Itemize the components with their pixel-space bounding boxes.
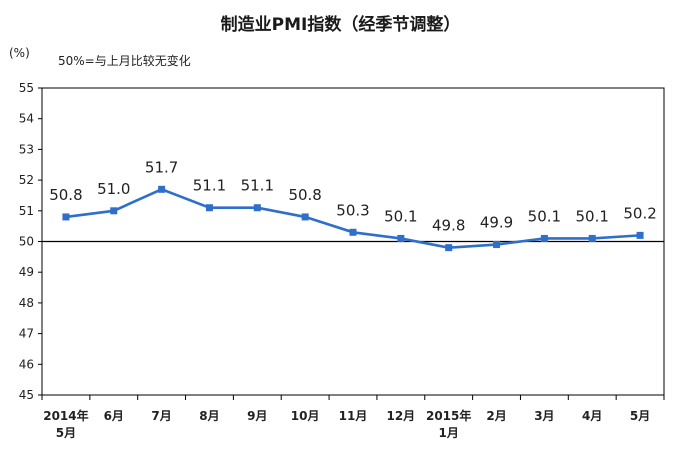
y-axis-unit: (%): [9, 46, 30, 60]
y-tick-label: 46: [19, 357, 34, 371]
x-tick-label: 11月: [339, 409, 368, 423]
x-tick-label: 5月: [56, 426, 76, 440]
y-tick-label: 49: [19, 265, 34, 279]
y-tick-label: 54: [19, 112, 34, 126]
x-tick-label: 12月: [386, 409, 415, 423]
y-tick-label: 45: [19, 388, 34, 402]
data-label: 50.1: [384, 207, 417, 225]
data-label: 50.8: [288, 186, 321, 204]
x-tick-label: 2014年: [43, 408, 88, 423]
data-label: 50.1: [576, 207, 609, 225]
data-point: [397, 234, 405, 242]
data-label: 51.0: [97, 180, 130, 198]
x-tick-label: 8月: [199, 409, 219, 423]
data-point: [636, 231, 644, 239]
y-tick-label: 48: [19, 296, 34, 310]
x-tick-label: 6月: [104, 409, 124, 423]
x-tick-label: 1月: [439, 426, 459, 440]
chart-title: 制造业PMI指数（经季节调整）: [220, 15, 461, 35]
data-point: [110, 207, 118, 215]
y-tick-label: 51: [19, 204, 34, 218]
y-tick-label: 47: [19, 327, 34, 341]
x-tick-label: 9月: [247, 409, 267, 423]
data-label: 50.2: [623, 204, 656, 222]
x-tick-label: 3月: [534, 409, 554, 423]
data-point: [253, 204, 261, 212]
data-point: [62, 213, 70, 221]
data-label: 49.8: [432, 217, 465, 235]
x-tick-label: 2月: [486, 409, 506, 423]
data-point: [158, 185, 166, 193]
x-tick-label: 2015年: [426, 408, 471, 423]
data-point: [493, 241, 501, 249]
y-tick-label: 50: [19, 235, 34, 249]
data-label: 50.1: [528, 207, 561, 225]
data-point: [540, 234, 548, 242]
data-label: 49.9: [480, 214, 513, 232]
y-tick-label: 55: [19, 81, 34, 95]
data-point: [445, 244, 453, 252]
data-point: [349, 228, 357, 236]
y-tick-label: 53: [19, 142, 34, 156]
chart-annotation: 50%=与上月比较无变化: [58, 54, 191, 68]
y-tick-label: 52: [19, 173, 34, 187]
x-tick-label: 4月: [582, 409, 602, 423]
data-label: 51.7: [145, 158, 178, 176]
data-point: [588, 234, 596, 242]
data-point: [301, 213, 309, 221]
x-tick-label: 7月: [151, 409, 171, 423]
x-tick-label: 5月: [630, 409, 650, 423]
data-label: 50.3: [336, 201, 369, 219]
data-point: [205, 204, 213, 212]
data-label: 51.1: [241, 177, 274, 195]
x-tick-label: 10月: [291, 409, 320, 423]
data-label: 50.8: [49, 186, 82, 204]
data-label: 51.1: [193, 177, 226, 195]
